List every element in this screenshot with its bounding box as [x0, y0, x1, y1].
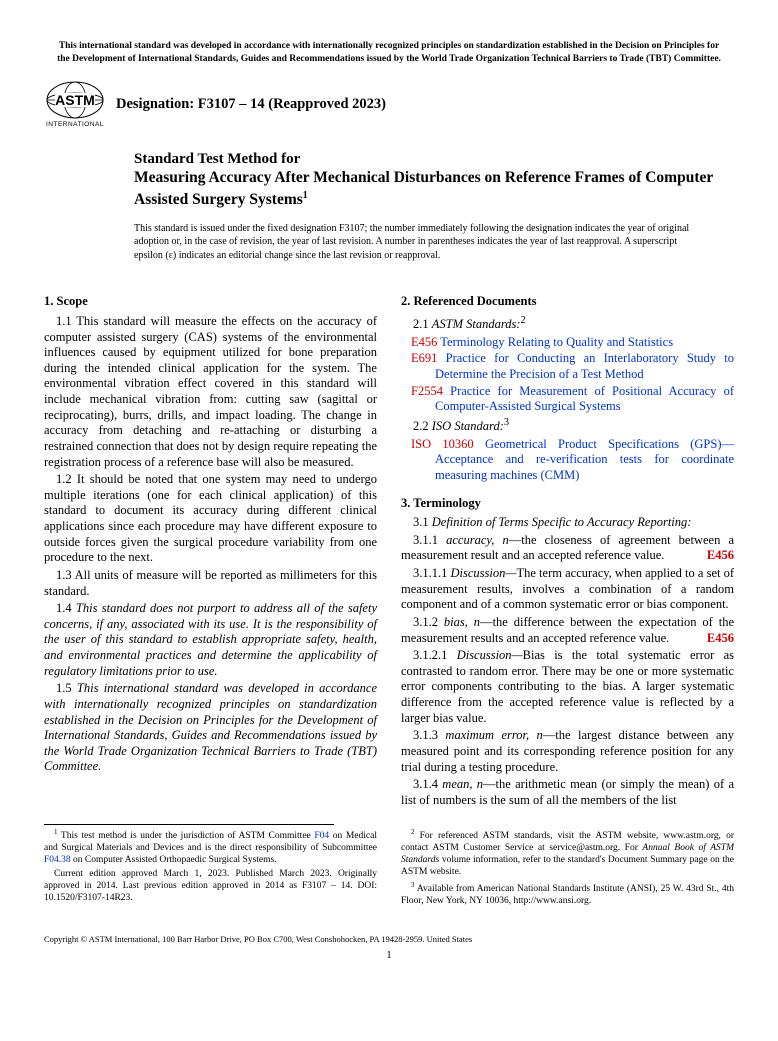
- para-1-4-text: This standard does not purport to addres…: [44, 601, 377, 678]
- n313: 3.1.3: [413, 728, 445, 742]
- title-main: Measuring Accuracy After Mechanical Dist…: [134, 168, 734, 209]
- title-footnote-ref: 1: [303, 190, 308, 201]
- n311: 3.1.1: [413, 533, 446, 547]
- fn1-link-f0438[interactable]: F04.38: [44, 855, 71, 865]
- fn3-text: Available from American National Standar…: [401, 884, 734, 906]
- footnote-1-p2: Current edition approved March 1, 2023. …: [44, 869, 377, 905]
- p31-italic: Definition of Terms Specific to Accuracy…: [432, 515, 692, 529]
- ref-f2554-title[interactable]: Practice for Measurement of Positional A…: [435, 384, 734, 414]
- p21-sup: 2: [521, 315, 526, 326]
- n314: 3.1.4: [413, 777, 442, 791]
- disc-label-1: Discussion—: [451, 566, 517, 580]
- para-1-5: 1.5 This international standard was deve…: [44, 681, 377, 775]
- para-3-1-2: 3.1.2 bias, n—the difference between the…: [401, 615, 734, 646]
- svg-text:ASTM: ASTM: [55, 92, 95, 108]
- para-3-1-1: 3.1.1 accuracy, n—the closeness of agree…: [401, 533, 734, 564]
- section-2-head: 2. Referenced Documents: [401, 294, 734, 310]
- footnote-3: 3 Available from American National Stand…: [401, 881, 734, 908]
- ref-e456: E456 Terminology Relating to Quality and…: [401, 335, 734, 351]
- para-2-1: 2.1 ASTM Standards:2: [401, 314, 734, 333]
- title-kicker: Standard Test Method for: [134, 150, 734, 169]
- para-2-2: 2.2 ISO Standard:3: [401, 416, 734, 435]
- p22-label: 2.2: [413, 419, 432, 433]
- n312: 3.1.2: [413, 615, 444, 629]
- body-columns: 1. Scope 1.1 This standard will measure …: [44, 286, 734, 810]
- ref-iso-title[interactable]: Geometrical Product Specifications (GPS)…: [435, 437, 734, 482]
- e456-tag-1[interactable]: E456: [695, 548, 734, 564]
- p22-sup: 3: [504, 417, 509, 428]
- p21-italic: ASTM Standards:: [432, 317, 521, 331]
- para-1-4: 1.4 This standard does not purport to ad…: [44, 601, 377, 679]
- fn1c: on Computer Assisted Orthopaedic Surgica…: [71, 855, 277, 865]
- ref-iso-code[interactable]: ISO 10360: [411, 437, 474, 451]
- page-number: 1: [44, 949, 734, 963]
- section-1-head: 1. Scope: [44, 294, 377, 310]
- para-1-3: 1.3 All units of measure will be reporte…: [44, 568, 377, 599]
- n3121: 3.1.2.1: [413, 648, 457, 662]
- e456-tag-2[interactable]: E456: [695, 631, 734, 647]
- ref-e456-title[interactable]: Terminology Relating to Quality and Stat…: [437, 335, 673, 349]
- designation: Designation: F3107 – 14 (Reapproved 2023…: [116, 95, 386, 113]
- footnote-2: 2 For referenced ASTM standards, visit t…: [401, 828, 734, 879]
- term-mean: mean, n: [442, 777, 483, 791]
- ref-e691-code[interactable]: E691: [411, 351, 437, 365]
- para-3-1-2-1: 3.1.2.1 Discussion—Bias is the total sys…: [401, 648, 734, 726]
- footnote-1: 1 This test method is under the jurisdic…: [44, 828, 377, 867]
- para-3-1-4: 3.1.4 mean, n—the arithmetic mean (or si…: [401, 777, 734, 808]
- svg-text:INTERNATIONAL: INTERNATIONAL: [46, 121, 104, 128]
- para-3-1: 3.1 Definition of Terms Specific to Accu…: [401, 515, 734, 531]
- issuance-note: This standard is issued under the fixed …: [134, 222, 704, 263]
- title-block: Standard Test Method for Measuring Accur…: [134, 150, 734, 210]
- section-3-head: 3. Terminology: [401, 496, 734, 512]
- disc-label-2: Discussion—: [457, 648, 523, 662]
- p31-label: 3.1: [413, 515, 432, 529]
- p22-italic: ISO Standard:: [432, 419, 504, 433]
- term-bias: bias, n: [444, 615, 480, 629]
- copyright: Copyright © ASTM International, 100 Barr…: [44, 934, 734, 945]
- top-notice: This international standard was develope…: [44, 40, 734, 66]
- ref-f2554-code[interactable]: F2554: [411, 384, 443, 398]
- para-1-2: 1.2 It should be noted that one system m…: [44, 472, 377, 566]
- p21-label: 2.1: [413, 317, 432, 331]
- ref-e691: E691 Practice for Conducting an Interlab…: [401, 351, 734, 382]
- fn1a: This test method is under the jurisdicti…: [58, 832, 315, 842]
- para-1-5-text: This international standard was develope…: [44, 681, 377, 773]
- footnotes: 1 This test method is under the jurisdic…: [44, 825, 734, 908]
- term-maxerror: maximum error, n: [445, 728, 542, 742]
- ref-f2554: F2554 Practice for Measurement of Positi…: [401, 384, 734, 415]
- ref-iso10360: ISO 10360 Geometrical Product Specificat…: [401, 437, 734, 484]
- para-3-1-3: 3.1.3 maximum error, n—the largest dista…: [401, 728, 734, 775]
- header-row: ASTM INTERNATIONAL Designation: F3107 – …: [44, 80, 734, 128]
- n3111: 3.1.1.1: [413, 566, 451, 580]
- term-accuracy: accuracy, n: [446, 533, 509, 547]
- fn1-link-f04[interactable]: F04: [314, 832, 329, 842]
- para-3-1-1-1: 3.1.1.1 Discussion—The term accuracy, wh…: [401, 566, 734, 613]
- title-text: Measuring Accuracy After Mechanical Dist…: [134, 169, 713, 207]
- ref-e456-code[interactable]: E456: [411, 335, 437, 349]
- para-1-1: 1.1 This standard will measure the effec…: [44, 314, 377, 470]
- ref-e691-title[interactable]: Practice for Conducting an Interlaborato…: [435, 351, 734, 381]
- astm-logo: ASTM INTERNATIONAL: [44, 80, 106, 128]
